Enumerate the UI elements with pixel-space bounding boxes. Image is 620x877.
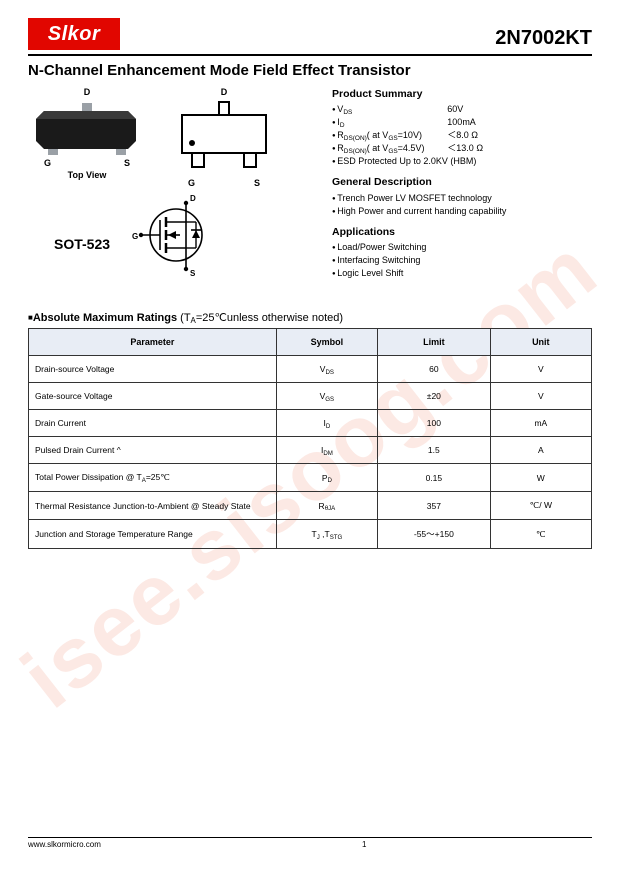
table-row: Drain CurrentID100mA [29,410,592,437]
summary-line: RDS(ON)( at VGS=10V)＜8.0 Ω [332,129,592,142]
general-description-heading: General Description [332,175,592,190]
table-cell: VDS [276,356,377,383]
table-header: Parameter [29,329,277,356]
summary-line: ID100mA [332,116,592,129]
applications: Applications Load/Power SwitchingInterfa… [332,225,592,280]
table-row: Gate-source VoltageVGS±20V [29,383,592,410]
description-item: Trench Power LV MOSFET technology [332,192,592,205]
table-row: Drain-source VoltageVDS60V [29,356,592,383]
mosfet-symbol-icon: D G S [130,192,230,278]
logo: Slkor [28,18,120,50]
pin-d-label-2: D [164,87,284,97]
table-cell: IDM [276,437,377,464]
table-cell: VGS [276,383,377,410]
table-cell: ±20 [378,383,491,410]
divider-top [28,54,592,56]
header-row: Slkor 2N7002KT [28,18,592,50]
table-cell: 1.5 [378,437,491,464]
table-cell: 100 [378,410,491,437]
package-outline-icon [164,97,284,175]
table-cell: ID [276,410,377,437]
svg-text:D: D [190,194,196,203]
text-column: Product Summary VDS60VID100mARDS(ON)( at… [332,87,592,287]
table-cell: mA [490,410,591,437]
table-cell: Drain-source Voltage [29,356,277,383]
application-item: Load/Power Switching [332,241,592,254]
page: Slkor 2N7002KT N-Channel Enhancement Mod… [0,0,620,549]
applications-heading: Applications [332,225,592,240]
diagrams-column: D G S Top View D [28,87,318,278]
table-cell: ℃/ W [490,492,591,520]
application-item: Interfacing Switching [332,254,592,267]
footer-url: www.slkormicro.com [28,840,101,849]
product-summary-heading: Product Summary [332,87,592,102]
table-row: Junction and Storage Temperature RangeTJ… [29,520,592,549]
pin-s-label-2: S [254,178,260,188]
logo-text: Slkor [48,23,101,46]
table-cell: RθJA [276,492,377,520]
product-summary: Product Summary VDS60VID100mARDS(ON)( at… [332,87,592,168]
table-header: Limit [378,329,491,356]
general-description: General Description Trench Power LV MOSF… [332,175,592,217]
table-cell: Drain Current [29,410,277,437]
ratings-title: Absolute Maximum Ratings (TA=25℃unless o… [28,311,592,324]
footer: www.slkormicro.com 1 [28,837,592,849]
summary-line: RDS(ON)( at VGS=4.5V)＜13.0 Ω [332,142,592,155]
table-cell: V [490,356,591,383]
table-header: Symbol [276,329,377,356]
table-cell: Gate-source Voltage [29,383,277,410]
summary-area: D G S Top View D [28,87,592,287]
footer-page: 1 [362,840,592,849]
application-item: Logic Level Shift [332,267,592,280]
part-number: 2N7002KT [495,27,592,50]
pin-g-label: G [44,158,51,168]
table-cell: A [490,437,591,464]
table-cell: Total Power Dissipation @ TA=25℃ [29,464,277,492]
table-cell: TJ ,TSTG [276,520,377,549]
table-cell: 60 [378,356,491,383]
table-row: Thermal Resistance Junction-to-Ambient @… [29,492,592,520]
table-cell: Pulsed Drain Current ^ [29,437,277,464]
page-title: N-Channel Enhancement Mode Field Effect … [28,62,592,79]
package-3d: D G S Top View [28,87,146,180]
table-cell: PD [276,464,377,492]
summary-line: VDS60V [332,103,592,116]
table-cell: W [490,464,591,492]
table-row: Total Power Dissipation @ TA=25℃PD0.15W [29,464,592,492]
description-item: High Power and current handing capabilit… [332,205,592,218]
top-view-label: Top View [28,170,146,180]
pin-g-label-2: G [188,178,195,188]
table-cell: Junction and Storage Temperature Range [29,520,277,549]
table-header: Unit [490,329,591,356]
svg-text:G: G [132,232,138,241]
package-outline: D G S [164,87,284,188]
svg-text:S: S [190,269,196,278]
table-cell: 0.15 [378,464,491,492]
table-cell: V [490,383,591,410]
table-cell: 357 [378,492,491,520]
table-row: Pulsed Drain Current ^IDM1.5A [29,437,592,464]
pin-d-label: D [28,87,146,97]
table-cell: Thermal Resistance Junction-to-Ambient @… [29,492,277,520]
table-cell: ℃ [490,520,591,549]
ratings-table: ParameterSymbolLimitUnit Drain-source Vo… [28,328,592,549]
package-name: SOT-523 [54,236,110,252]
esd-line: ESD Protected Up to 2.0KV (HBM) [332,155,592,168]
pin-s-label: S [124,158,130,168]
package-3d-icon [28,97,146,155]
table-cell: -55～+150 [378,520,491,549]
